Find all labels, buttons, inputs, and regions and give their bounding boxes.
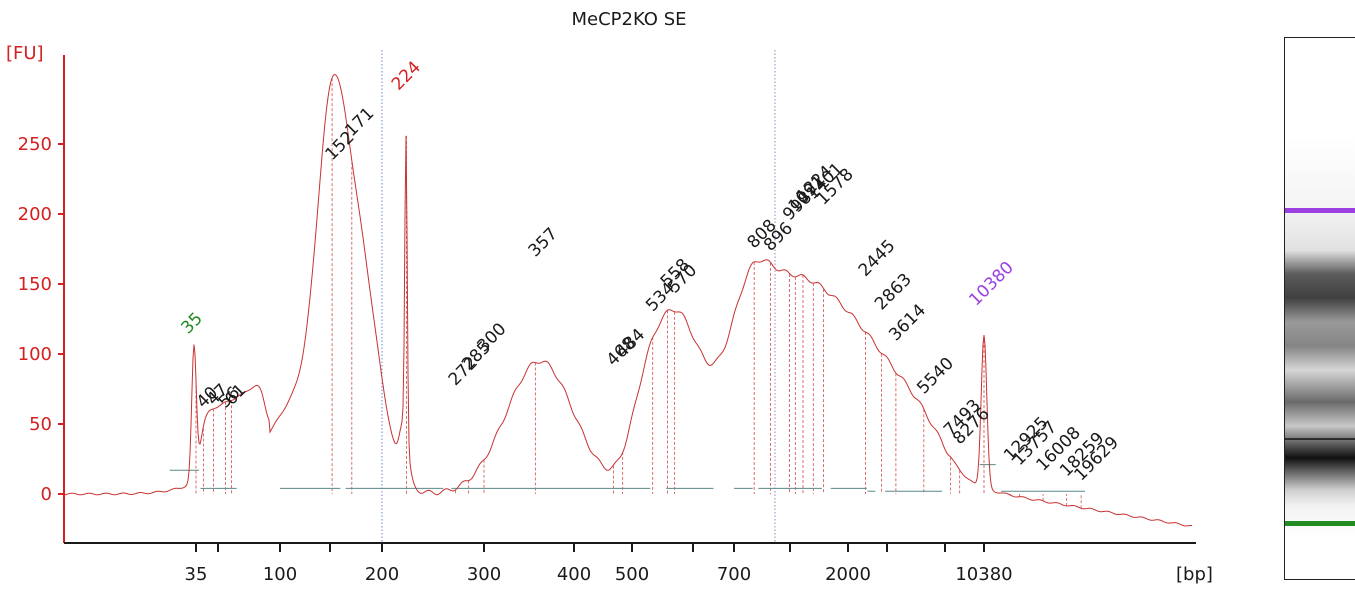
- peak-drop-lines: [195, 78, 1082, 509]
- y-tick-label: 200: [18, 204, 52, 225]
- peak-label: 357: [525, 224, 562, 261]
- baseline-segments: [169, 464, 1086, 492]
- gel-background: [1285, 138, 1355, 538]
- x-tick-label: 400: [557, 564, 591, 585]
- x-tick-label: 35: [185, 564, 208, 585]
- x-tick-label: 300: [467, 564, 501, 585]
- gel-lower-marker-band: [1285, 521, 1355, 526]
- x-tick-label: 500: [615, 564, 649, 585]
- y-tick-group: 0 50 100 150 200 250: [18, 134, 64, 505]
- x-tick-label: 2000: [825, 564, 871, 585]
- chart-title: MeCP2KO SE: [572, 9, 687, 30]
- marker-label: 35: [177, 309, 206, 338]
- x-tick-group: 35 100 200 300 400 500 700 2000 10380: [185, 543, 1013, 585]
- x-axis-label: [bp]: [1176, 564, 1213, 585]
- peak-label: 2445: [855, 236, 900, 281]
- y-tick-label: 50: [29, 414, 52, 435]
- x-tick-label: 100: [263, 564, 297, 585]
- gel-lane: [1284, 37, 1355, 580]
- gel-upper-marker-band: [1285, 208, 1355, 213]
- marker-label: 224: [388, 57, 425, 94]
- marker-label: 10380: [965, 258, 1017, 310]
- gel-image: [1285, 138, 1355, 538]
- x-tick-label: 700: [717, 564, 751, 585]
- y-tick-label: 150: [18, 274, 52, 295]
- x-tick-label: 200: [365, 564, 399, 585]
- x-tick-label: 10380: [955, 564, 1012, 585]
- signal-trace: [63, 73, 1192, 527]
- y-tick-label: 100: [18, 344, 52, 365]
- y-axis-label: [FU]: [6, 43, 44, 64]
- y-tick-label: 250: [18, 134, 52, 155]
- y-tick-label: 0: [41, 484, 52, 505]
- peak-label: 5540: [913, 354, 958, 399]
